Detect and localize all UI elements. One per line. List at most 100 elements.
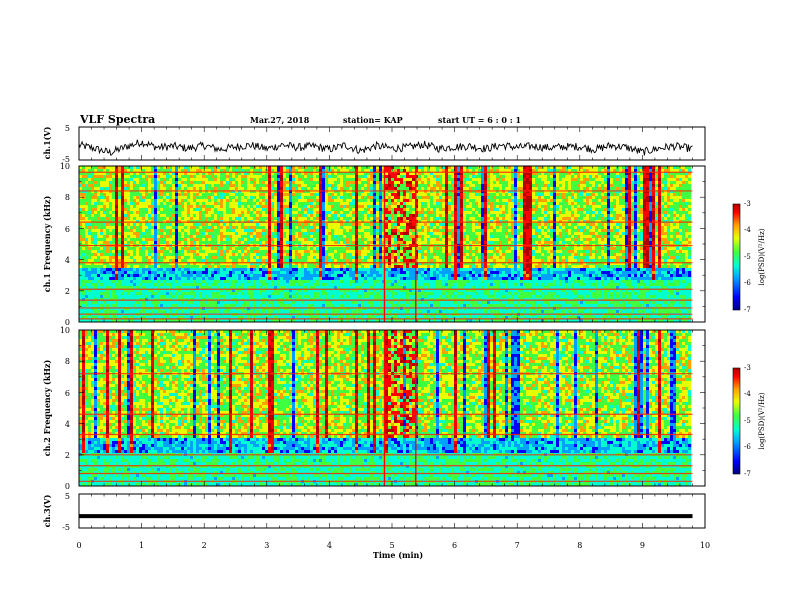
spectrogram-cell (328, 196, 332, 200)
spectrogram-cell (136, 259, 140, 263)
spectrogram-cell (163, 241, 167, 245)
spectrogram-cell (337, 301, 341, 305)
spectrogram-cell (364, 184, 368, 188)
spectrogram-cell (85, 319, 89, 323)
spectrogram-cell (124, 205, 128, 209)
spectrogram-cell (277, 304, 281, 308)
spectrogram-cell (181, 193, 185, 197)
spectrogram-cell (100, 181, 104, 185)
spectrogram-cell (313, 205, 317, 209)
spectrogram-cell (148, 247, 152, 251)
spectrogram-cell (127, 184, 131, 188)
spectrogram-cell (328, 217, 332, 221)
spectrogram-cell (160, 166, 164, 170)
spectrogram-cell (358, 253, 362, 257)
spectrogram-cell (262, 193, 266, 197)
spectrogram-cell (352, 304, 356, 308)
spectrogram-cell (121, 307, 125, 311)
spectrogram-cell (325, 205, 329, 209)
spectrogram-cell (133, 232, 137, 236)
spectrogram-cell (127, 238, 131, 242)
spectrogram-cell (328, 295, 332, 299)
spectrogram-cell (256, 274, 260, 278)
spectrogram-cell (196, 319, 200, 323)
spectrogram-cell (268, 277, 272, 281)
spectrogram-cell (142, 217, 146, 221)
spectrogram-cell (139, 274, 143, 278)
spectrogram-cell (220, 259, 224, 263)
spectrogram-cell (199, 250, 203, 254)
spectrogram-cell (301, 301, 305, 305)
spectrogram-cell (124, 235, 128, 239)
spectrogram-cell (337, 304, 341, 308)
spectrogram-cell (133, 175, 137, 179)
spectrogram-cell (346, 229, 350, 233)
spectrogram-cell (154, 193, 158, 197)
spectrogram-cell (160, 205, 164, 209)
spectrogram-cell (172, 289, 176, 293)
spectrogram-cell (160, 229, 164, 233)
spectrogram-cell (166, 232, 170, 236)
spectrogram-cell (364, 217, 368, 221)
spectrogram-cell (208, 199, 212, 203)
spectrogram-cell (166, 208, 170, 212)
spectrogram-cell (343, 196, 347, 200)
spectrogram-cell (91, 316, 95, 320)
spectrogram-cell (265, 265, 269, 269)
spectrogram-cell (340, 253, 344, 257)
spectrogram-cell (106, 172, 110, 176)
spectrogram-cell (235, 175, 239, 179)
spectrogram-cell (202, 247, 206, 251)
spectrogram-cell (79, 283, 83, 287)
spectrogram-cell (157, 211, 161, 215)
spectrogram-cell (82, 217, 86, 221)
spectrogram-cell (262, 310, 266, 314)
spectrogram-cell (271, 175, 275, 179)
spectrogram-cell (310, 292, 314, 296)
spectrogram-cell (340, 250, 344, 254)
spectrogram-cell (115, 178, 119, 182)
spectrogram-cell (109, 175, 113, 179)
spectrogram-cell (319, 178, 323, 182)
spectrogram-cell (211, 256, 215, 260)
spectrogram-cell (184, 250, 188, 254)
spectrogram-cell (244, 295, 248, 299)
spectrogram-cell (154, 289, 158, 293)
spectrogram-cell (331, 301, 335, 305)
spectrogram-cell (100, 268, 104, 272)
spectrogram-cell (208, 235, 212, 239)
spectrogram-cell (172, 292, 176, 296)
spectrogram-cell (130, 250, 134, 254)
spectrogram-cell (334, 229, 338, 233)
spectrogram-cell (364, 277, 368, 281)
spectrogram-cell (361, 253, 365, 257)
spectrogram-cell (88, 286, 92, 290)
spectrogram-cell (178, 214, 182, 218)
spectrogram-cell (172, 295, 176, 299)
spectrogram-cell (346, 268, 350, 272)
spectrogram-cell (364, 187, 368, 191)
spectrogram-cell (115, 202, 119, 206)
spectrogram-cell (256, 214, 260, 218)
spectrogram-cell (241, 265, 245, 269)
spectrogram-cell (139, 169, 143, 173)
spectrogram-cell (100, 205, 104, 209)
spectrogram-cell (352, 184, 356, 188)
spectrogram-cell (235, 202, 239, 206)
spectrogram-cell (112, 193, 116, 197)
spectrogram-cell (109, 247, 113, 251)
spectrogram-cell (349, 229, 353, 233)
spectrogram-cell (253, 205, 257, 209)
spectrogram-cell (145, 319, 149, 323)
spectrogram-cell (202, 169, 206, 173)
spectrogram-cell (352, 301, 356, 305)
spectrogram-cell (331, 238, 335, 242)
spectrogram-cell (340, 175, 344, 179)
spectrogram-cell (139, 277, 143, 281)
spectrogram-cell (103, 256, 107, 260)
spectrogram-cell (121, 169, 125, 173)
spectrogram-cell (322, 235, 326, 239)
spectrogram-cell (337, 199, 341, 203)
spectrogram-cell (169, 271, 173, 275)
spectrogram-cell (97, 184, 101, 188)
